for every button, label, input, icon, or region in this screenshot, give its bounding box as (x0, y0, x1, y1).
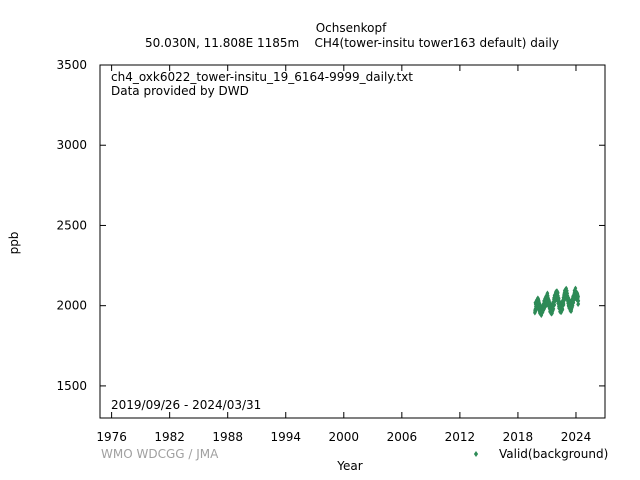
x-tick-label: 1982 (154, 430, 185, 444)
credit-text: WMO WDCGG / JMA (101, 447, 219, 461)
y-tick-label: 2500 (56, 218, 87, 232)
data-point (555, 289, 560, 295)
data-point (576, 301, 581, 307)
data-point (552, 302, 557, 308)
x-axis: 1976 1982 1988 1994 2000 2006 2012 2018 2024 (96, 65, 591, 444)
x-tick-label: 1976 (96, 430, 127, 444)
x-tick-label: 2000 (329, 430, 360, 444)
x-tick-label: 1988 (212, 430, 243, 444)
data-period: 2019/09/26 - 2024/03/31 (111, 398, 261, 412)
data-point (576, 293, 581, 300)
data-point (545, 290, 550, 296)
legend-marker-valid-background (473, 451, 479, 457)
x-axis-label: Year (336, 459, 362, 473)
chart-title: Ochsenkopf (316, 21, 387, 35)
y-tick-label: 3000 (56, 138, 87, 152)
x-tick-label: 1994 (270, 430, 301, 444)
y-axis: 1500 2000 2500 3000 3500 (56, 58, 605, 393)
y-tick-label: 1500 (56, 379, 87, 393)
x-tick-label: 2006 (387, 430, 418, 444)
legend: Valid(background) (473, 447, 608, 461)
data-filename: ch4_oxk6022_tower-insitu_19_6164-9999_da… (111, 70, 413, 84)
chart-subtitle: 50.030N, 11.808E 1185m CH4(tower-insitu … (145, 36, 559, 50)
data-point (560, 307, 565, 313)
data-provider: Data provided by DWD (111, 84, 249, 98)
x-tick-label: 2024 (561, 430, 592, 444)
x-tick-label: 2018 (503, 430, 534, 444)
x-tick-label: 2012 (445, 430, 476, 444)
legend-label-valid-background: Valid(background) (499, 447, 608, 461)
data-point (556, 293, 560, 299)
y-axis-label: ppb (7, 232, 21, 255)
y-tick-label: 2000 (56, 299, 87, 313)
data-point (576, 298, 581, 304)
data-point (573, 285, 578, 291)
series-valid-background (533, 285, 581, 318)
plot-frame (99, 64, 606, 419)
y-tick-label: 3500 (56, 58, 87, 72)
data-point (561, 302, 566, 308)
